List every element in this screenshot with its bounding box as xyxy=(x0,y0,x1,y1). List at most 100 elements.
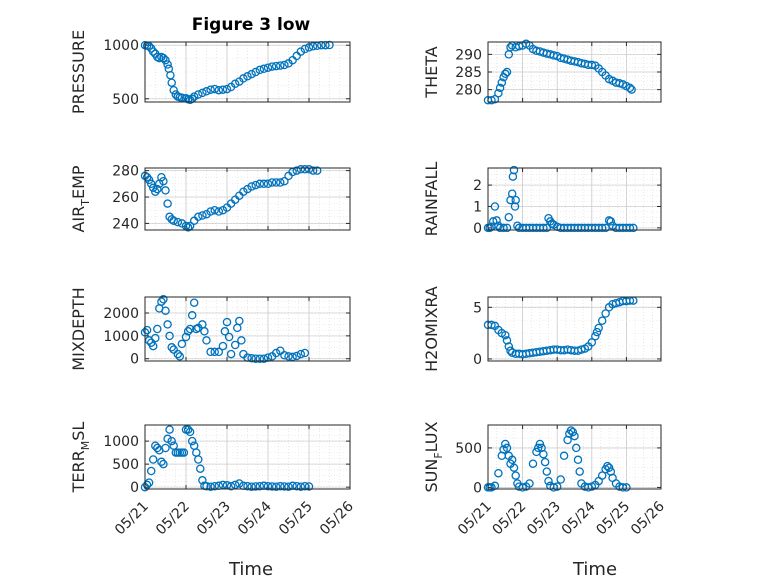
data-point xyxy=(597,471,607,480)
subplot-4: 0 1 2 RAINFALL xyxy=(422,162,662,237)
y-tick-label: 290 xyxy=(455,47,482,63)
x-tick-label: 05/21 xyxy=(112,499,152,539)
data-point xyxy=(163,199,172,208)
data-point xyxy=(494,221,503,230)
y-tick-label: 0 xyxy=(130,352,139,368)
data-point xyxy=(549,483,558,492)
data-point xyxy=(501,439,510,449)
series-markers xyxy=(483,165,638,233)
axes-box xyxy=(144,167,351,231)
data-point xyxy=(177,339,187,349)
data-point xyxy=(159,295,168,304)
x-tick-label: 05/26 xyxy=(317,498,357,538)
y-axis-label-rest: LUX xyxy=(422,421,441,452)
data-point xyxy=(304,165,314,174)
data-point xyxy=(504,342,514,351)
data-point xyxy=(501,69,510,79)
data-point xyxy=(210,84,219,94)
y-axis-label: TERRMSL xyxy=(69,422,92,494)
data-point xyxy=(185,324,195,334)
y-axis-label: AIRTEMP xyxy=(69,165,92,232)
data-point xyxy=(255,179,265,189)
data-point xyxy=(535,439,545,449)
x-tick-label: 05/23 xyxy=(194,499,234,539)
y-tick-label: 285 xyxy=(455,65,482,81)
y-axis-label: MIXDEPTH xyxy=(69,287,88,370)
data-point xyxy=(259,64,269,74)
data-point xyxy=(220,327,230,336)
data-point xyxy=(187,311,197,320)
data-point xyxy=(157,457,166,467)
data-point xyxy=(308,42,318,51)
data-point xyxy=(255,65,265,75)
y-tick-label: 500 xyxy=(455,441,482,457)
data-point xyxy=(214,347,224,357)
y-tick-label: 0 xyxy=(473,352,482,368)
data-point xyxy=(540,457,550,467)
data-point xyxy=(239,74,248,83)
data-point xyxy=(161,306,170,315)
data-point xyxy=(198,476,207,485)
data-point xyxy=(296,165,306,174)
data-point xyxy=(518,483,527,492)
series-markers xyxy=(140,295,310,363)
data-point xyxy=(284,352,293,361)
data-point xyxy=(251,354,260,363)
data-point xyxy=(511,195,520,205)
series-markers xyxy=(140,40,334,105)
y-tick-label: 0 xyxy=(473,221,482,237)
y-tick-label: 2000 xyxy=(103,306,139,322)
data-point xyxy=(276,61,285,70)
data-point xyxy=(167,78,176,87)
data-point xyxy=(625,83,635,93)
data-point xyxy=(559,451,569,461)
plot-area xyxy=(145,425,350,489)
data-point xyxy=(159,459,168,469)
data-point xyxy=(280,482,289,491)
subplot-1: 500 1000 PRESSURE xyxy=(69,30,351,114)
data-point xyxy=(507,455,517,465)
data-point xyxy=(312,166,322,175)
data-point xyxy=(202,336,211,345)
data-point xyxy=(271,482,281,491)
data-point xyxy=(159,53,168,63)
data-point xyxy=(148,341,158,351)
data-point xyxy=(222,317,232,327)
data-point xyxy=(175,352,185,361)
y-axis-label-subscript: M xyxy=(79,441,92,451)
y-axis-label-rest: SL xyxy=(69,422,88,441)
data-point xyxy=(488,217,498,226)
data-point xyxy=(525,479,534,488)
x-tick-label: 05/24 xyxy=(559,498,599,538)
data-point xyxy=(167,436,176,446)
data-point xyxy=(267,62,277,71)
data-point xyxy=(490,202,500,211)
x-tick-label: 05/26 xyxy=(628,498,668,538)
series-markers xyxy=(140,165,322,232)
data-point xyxy=(308,166,318,175)
data-point xyxy=(183,327,193,336)
data-point xyxy=(226,349,236,359)
series-markers xyxy=(483,39,636,105)
y-tick-label: 1000 xyxy=(103,434,139,450)
y-tick-label: 1 xyxy=(473,199,482,215)
y-tick-label: 1000 xyxy=(103,329,139,345)
data-point xyxy=(570,431,579,441)
axes-box xyxy=(487,296,662,362)
data-point xyxy=(189,92,199,101)
data-point xyxy=(591,331,600,341)
data-point xyxy=(153,443,162,453)
data-point xyxy=(506,43,515,52)
data-point xyxy=(247,69,256,79)
data-point xyxy=(267,482,277,491)
data-point xyxy=(304,482,314,491)
data-point xyxy=(230,340,240,350)
data-point xyxy=(276,178,285,187)
data-point xyxy=(263,481,273,491)
axes-box xyxy=(144,296,351,362)
subplot-6: 0 5 H2OMIXRA xyxy=(422,286,662,372)
data-point xyxy=(206,482,215,491)
data-point xyxy=(251,180,260,190)
data-point xyxy=(494,468,503,478)
data-point xyxy=(177,93,187,102)
